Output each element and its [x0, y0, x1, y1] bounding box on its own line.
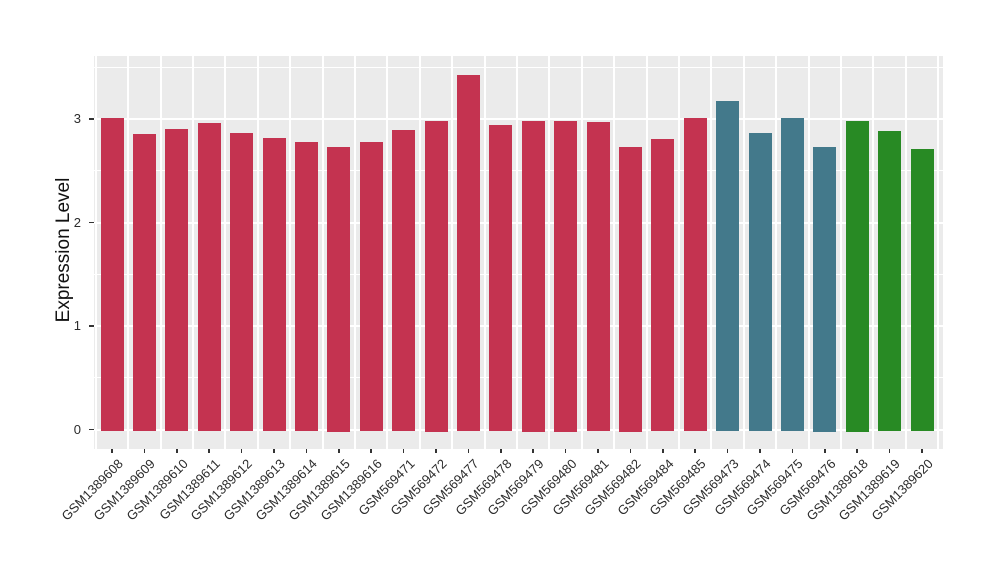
y-tick-label: 0 — [73, 421, 81, 437]
x-tick-mark — [208, 449, 210, 453]
gridline-major-y — [94, 221, 943, 224]
gridline-x — [775, 56, 778, 449]
x-tick-mark — [273, 449, 275, 453]
x-tick-mark — [629, 449, 632, 453]
x-tick-mark — [370, 449, 372, 453]
x-tick-mark — [921, 449, 923, 453]
gridline-x — [807, 56, 810, 449]
gridline-x — [840, 56, 842, 449]
y-tick-mark — [88, 221, 94, 224]
gridline-minor-y — [94, 170, 943, 172]
gridline-x — [418, 56, 421, 449]
bar-GSM569479 — [521, 121, 545, 432]
x-tick-mark — [176, 449, 178, 453]
gridline-x — [192, 56, 194, 449]
x-tick-mark — [726, 449, 729, 453]
gridline-x — [613, 56, 616, 449]
x-tick-mark — [759, 449, 761, 453]
bar-GSM569475 — [780, 117, 804, 432]
gridline-major-y — [94, 428, 943, 431]
bar-GSM1389616 — [359, 141, 383, 432]
gridline-x — [127, 56, 130, 449]
gridline-major-y — [94, 325, 943, 327]
bar-GSM569485 — [683, 117, 707, 432]
bar-GSM569471 — [392, 130, 416, 432]
gridline-x — [580, 56, 583, 449]
gridline-minor-y — [94, 377, 943, 379]
bar-GSM1389614 — [294, 141, 318, 432]
bar-GSM1389609 — [132, 134, 156, 432]
x-tick-mark — [662, 449, 664, 453]
bar-GSM1389619 — [878, 131, 902, 432]
x-tick-mark — [402, 449, 405, 453]
gridline-x — [94, 56, 97, 449]
x-tick-mark — [532, 449, 534, 453]
bar-GSM569473 — [716, 101, 740, 432]
y-tick-label: 2 — [73, 214, 81, 230]
gridline-x — [645, 56, 648, 449]
y-tick-label: 3 — [73, 111, 81, 126]
bar-GSM569480 — [554, 121, 578, 432]
x-tick-mark — [435, 449, 437, 453]
bar-GSM569476 — [813, 146, 837, 432]
bar-GSM1389612 — [230, 133, 254, 432]
gridline-minor-y — [94, 273, 943, 275]
bar-GSM1389610 — [165, 129, 189, 432]
x-tick-mark — [888, 449, 891, 453]
bar-GSM569484 — [651, 138, 675, 432]
y-tick-mark — [88, 118, 94, 120]
bar-GSM1389618 — [845, 121, 869, 432]
gridline-x — [678, 56, 680, 449]
x-tick-mark — [240, 449, 243, 453]
bar-GSM569481 — [586, 122, 610, 432]
x-tick-mark — [824, 449, 826, 453]
x-tick-mark — [791, 449, 794, 453]
bar-GSM569478 — [489, 125, 513, 432]
y-tick-mark — [88, 325, 94, 327]
plot-panel — [94, 56, 943, 449]
gridline-x — [742, 56, 745, 449]
x-tick-mark — [338, 449, 340, 453]
x-tick-mark — [856, 449, 858, 453]
y-tick-mark — [88, 428, 94, 431]
gridline-x — [321, 56, 324, 449]
bar-GSM569474 — [748, 133, 772, 432]
bar-GSM1389613 — [262, 137, 286, 432]
gridline-x — [256, 56, 259, 449]
x-tick-mark — [597, 449, 599, 453]
y-axis-title: Expression Level — [53, 177, 74, 323]
gridline-x — [224, 56, 227, 449]
gridline-x — [159, 56, 162, 449]
x-tick-mark — [500, 449, 502, 453]
gridline-x — [904, 56, 907, 449]
bar-GSM1389611 — [197, 123, 221, 432]
gridline-x — [354, 56, 356, 449]
gridline-x — [710, 56, 713, 449]
x-tick-mark — [143, 449, 146, 453]
gridline-x — [451, 56, 454, 449]
bar-GSM569472 — [424, 121, 448, 432]
gridline-x — [516, 56, 518, 449]
bar-GSM1389615 — [327, 146, 351, 432]
bar-GSM569477 — [456, 75, 480, 432]
gridline-x — [548, 56, 551, 449]
gridline-x — [483, 56, 486, 449]
x-tick-mark — [111, 449, 113, 453]
gridline-major-y — [94, 118, 943, 120]
gridline-x — [386, 56, 389, 449]
x-tick-mark — [305, 449, 308, 453]
bar-GSM1389608 — [100, 117, 124, 432]
bar-GSM1389620 — [910, 148, 934, 432]
gridline-minor-y — [94, 66, 943, 68]
x-tick-mark — [467, 449, 470, 453]
gridline-x — [872, 56, 875, 449]
y-tick-label: 1 — [73, 318, 81, 333]
x-tick-mark — [564, 449, 567, 453]
gridline-x — [289, 56, 292, 449]
bar-GSM569482 — [618, 146, 642, 432]
x-tick-mark — [694, 449, 696, 453]
gridline-x — [937, 56, 940, 449]
